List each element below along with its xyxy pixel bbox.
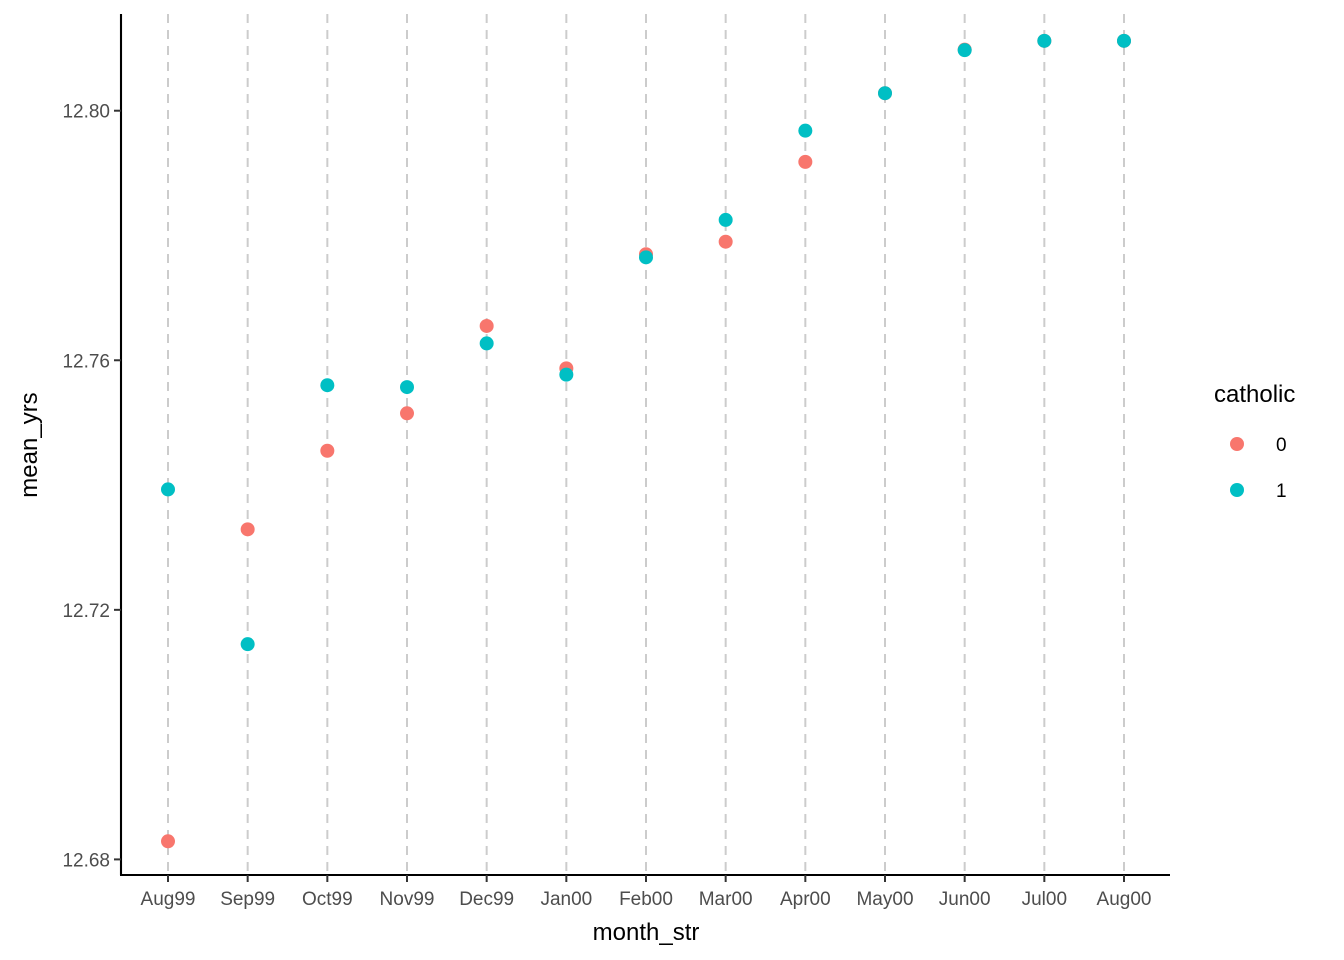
legend-title: catholic	[1214, 381, 1295, 408]
point-catholic-1-mar00	[718, 212, 733, 227]
point-catholic-1-dec99	[479, 336, 494, 351]
x-tick-label: May00	[856, 889, 913, 910]
x-tick-label: Oct99	[302, 889, 353, 910]
point-catholic-1-may00	[878, 86, 892, 101]
x-tick-label: Jul00	[1022, 889, 1067, 910]
y-tick-label: 12.68	[62, 850, 110, 871]
point-catholic-1-jul00	[1037, 33, 1052, 48]
point-catholic-1-oct99	[320, 378, 335, 393]
point-catholic-0-dec99	[479, 318, 494, 333]
point-catholic-1-jan00	[559, 367, 574, 382]
point-catholic-1-apr00	[798, 123, 813, 138]
y-axis-ticks: 12.68 12.72 12.76 12.80	[62, 102, 121, 871]
x-tick-label: Sep99	[220, 889, 275, 910]
point-catholic-1-jun00	[957, 43, 972, 58]
x-tick-label: Jan00	[540, 889, 592, 910]
x-tick-label: Apr00	[780, 889, 831, 910]
point-catholic-1-nov99	[400, 380, 414, 395]
x-tick-label: Jun00	[939, 889, 991, 910]
x-tick-label: Mar00	[699, 889, 753, 910]
point-catholic-1-aug00	[1117, 33, 1131, 48]
legend-swatch-0	[1230, 437, 1244, 451]
point-catholic-1-feb00	[639, 250, 653, 265]
point-catholic-1-aug99	[161, 482, 175, 497]
legend-items: 01	[1230, 435, 1287, 502]
x-tick-label: Aug99	[141, 889, 196, 910]
x-tick-label: Nov99	[380, 889, 435, 910]
data-points	[161, 33, 1131, 849]
y-axis-title: mean_yrs	[16, 392, 43, 497]
y-tick-label: 12.76	[62, 351, 110, 372]
point-catholic-0-mar00	[718, 234, 733, 249]
x-axis-title: month_str	[593, 919, 700, 946]
point-catholic-0-nov99	[400, 406, 414, 421]
point-catholic-1-sep99	[240, 637, 255, 652]
y-tick-label: 12.80	[62, 102, 110, 123]
x-tick-label: Aug00	[1097, 889, 1152, 910]
point-catholic-0-apr00	[798, 154, 813, 169]
x-tick-label: Dec99	[459, 889, 514, 910]
point-catholic-0-aug99	[161, 834, 175, 849]
legend-label-0: 0	[1276, 435, 1287, 456]
legend-label-1: 1	[1276, 481, 1287, 502]
grid-lines	[167, 14, 1125, 875]
legend: catholic 01	[1214, 381, 1295, 502]
point-catholic-0-oct99	[320, 443, 335, 458]
y-tick-label: 12.72	[62, 601, 110, 622]
point-catholic-0-sep99	[240, 522, 255, 537]
x-axis-ticks: Aug99 Sep99 Oct99 Nov99 Dec99 Jan00 Feb00 Mar00…	[141, 875, 1152, 910]
legend-swatch-1	[1230, 483, 1244, 497]
x-tick-label: Feb00	[619, 889, 673, 910]
